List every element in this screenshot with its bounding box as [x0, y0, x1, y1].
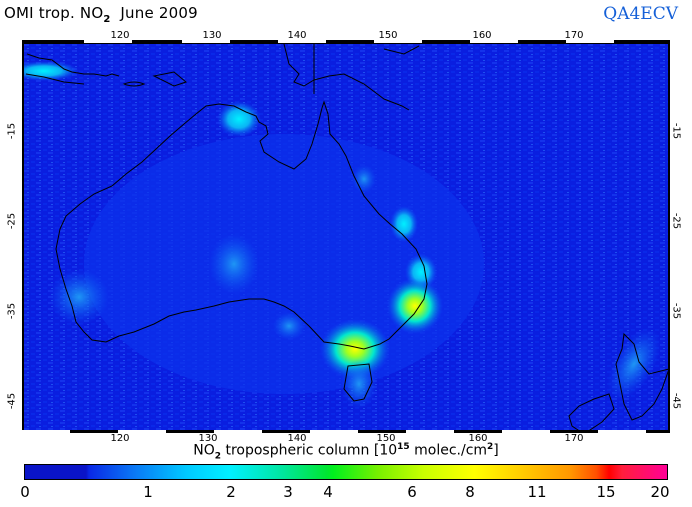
right-tick-minus35: -35 [670, 302, 682, 320]
bottom-tick-120: 120 [110, 433, 130, 444]
top-tick-150: 150 [378, 30, 398, 41]
colorbar-tick-2: 2 [226, 483, 236, 501]
right-tick-minus15: -15 [670, 122, 682, 140]
colorbar-tick-8: 8 [465, 483, 475, 501]
no2-map-field [24, 44, 668, 430]
title-subscript: 2 [103, 14, 111, 25]
colorbar-tick-4: 4 [323, 483, 333, 501]
colorbar-title-unit-exponent: 2 [487, 442, 494, 452]
colorbar-title-unit: molec./cm [409, 442, 488, 459]
top-tick-160: 160 [472, 30, 492, 41]
colorbar-title-middle: tropospheric column [10 [221, 442, 398, 459]
brand-label: QA4ECV [603, 4, 678, 24]
colorbar-tick-1: 1 [143, 483, 153, 501]
colorbar-tick-6: 6 [407, 483, 417, 501]
bottom-tick-140: 140 [287, 433, 307, 444]
left-tick-minus25: -25 [6, 212, 18, 230]
colorbar-title-prefix: NO [193, 442, 215, 459]
top-tick-140: 140 [287, 30, 307, 41]
bottom-tick-150: 150 [376, 433, 396, 444]
coastline-outlines [25, 44, 668, 430]
right-tick-minus45: -45 [670, 392, 682, 410]
bottom-tick-160: 160 [468, 433, 488, 444]
colorbar-title: NO2 tropospheric column [1015 molec./cm2… [0, 442, 692, 461]
colorbar-tick-0: 0 [20, 483, 30, 501]
bottom-tick-130: 130 [198, 433, 218, 444]
bottom-tick-170: 170 [564, 433, 584, 444]
title-suffix: June 2009 [110, 4, 198, 22]
colorbar-title-sub: 2 [214, 451, 221, 462]
top-tick-120: 120 [110, 30, 130, 41]
title-prefix: OMI trop. NO [4, 4, 104, 22]
map-plot-area [22, 42, 670, 432]
left-tick-minus15: -15 [6, 122, 18, 140]
colorbar-tick-15: 15 [596, 483, 616, 501]
left-tick-minus45: -45 [6, 392, 18, 410]
colorbar [24, 464, 668, 480]
top-frame-tick-bar [22, 40, 670, 43]
bottom-frame-tick-bar [22, 430, 670, 433]
top-tick-130: 130 [202, 30, 222, 41]
colorbar-title-end: ] [493, 442, 499, 459]
map-title: OMI trop. NO2 June 2009 [4, 4, 198, 25]
colorbar-tick-3: 3 [283, 483, 293, 501]
colorbar-tick-11: 11 [527, 483, 547, 501]
top-tick-170: 170 [564, 30, 584, 41]
right-tick-minus25: -25 [670, 212, 682, 230]
left-tick-minus35: -35 [6, 302, 18, 320]
colorbar-title-exponent: 15 [397, 442, 410, 452]
colorbar-tick-20: 20 [650, 483, 670, 501]
